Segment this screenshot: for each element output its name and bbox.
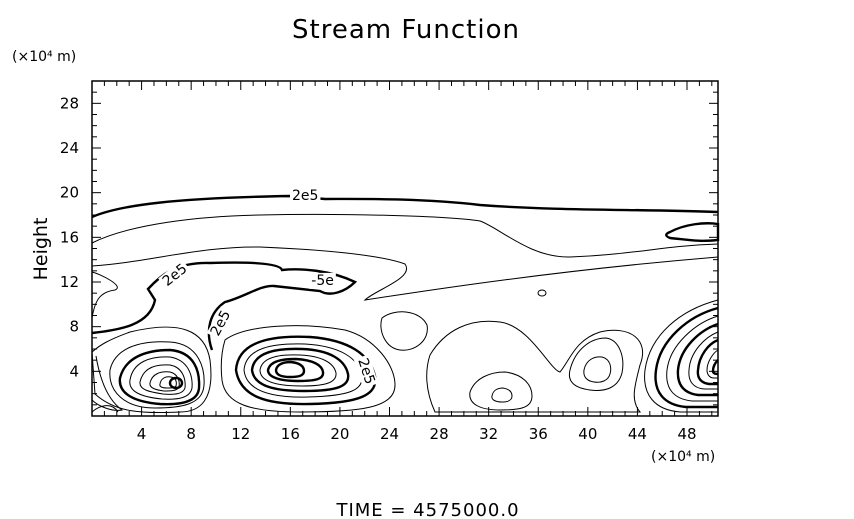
y-tick-label: 4: [69, 362, 79, 380]
contour-label-bg: [309, 272, 336, 289]
contour-upper-thin-1: [91, 213, 719, 258]
contour-label: 2e5: [354, 356, 377, 386]
contour-label-bg: [289, 188, 321, 205]
contour-bottom-left: [91, 405, 119, 413]
contour-center-cell-1: [234, 335, 377, 406]
contour-mid-bubble: [380, 311, 428, 351]
x-tick-label: 24: [380, 425, 399, 443]
x-tick-label: 36: [529, 425, 548, 443]
y-tick-label: 28: [60, 94, 79, 112]
contour-right-cell-4: [676, 322, 719, 397]
x-tick-label: 16: [281, 425, 300, 443]
contour-center-cell-outer: [220, 325, 396, 413]
x-tick-label: 8: [186, 425, 196, 443]
contour-right-cell-3: [666, 315, 719, 402]
contour-left-cell-outer: [91, 326, 212, 414]
contour-right-cell-7: [706, 349, 719, 379]
contour-2e5-upper-left: [91, 261, 358, 351]
contour-left-cell-3: [129, 356, 193, 400]
contour-left-cell-1: [109, 341, 205, 409]
contour-label: 2e5: [292, 188, 318, 204]
contour-small-cell: [537, 289, 547, 297]
time-label: TIME = 4575000.0: [335, 500, 519, 519]
contour-right-mid-inner: [583, 356, 612, 383]
x-tick-label: 40: [578, 425, 597, 443]
contour-label: -5e: [311, 273, 334, 289]
y-axis-label: Height: [30, 218, 52, 281]
contour-label-bg: [353, 354, 379, 389]
contour-center-cell-core: [274, 360, 306, 379]
x-tick-label: 4: [137, 425, 147, 443]
contour-left-edge: [91, 355, 124, 411]
x-tick-label: 44: [628, 425, 647, 443]
y-unit-label: (×10⁴ m): [12, 49, 76, 65]
contour-upper-right-cell: [665, 222, 720, 243]
contour-right-mid-outer: [568, 337, 624, 391]
y-tick-label: 24: [60, 139, 79, 157]
contour-center-cell-5: [266, 357, 325, 383]
contour-label-bg: [158, 259, 192, 291]
contour-left-cell-2: [118, 348, 201, 406]
x-axis: 4 8 12 16 20 24 28 32 36 40 44 48: [103, 81, 713, 443]
contour-right-cell-1: [644, 299, 719, 413]
contour-right-cell-2: [654, 306, 719, 409]
contour-bottom-cell-core: [491, 387, 513, 403]
y-tick-label: 12: [60, 273, 79, 291]
contour-upper-bold: [91, 194, 719, 219]
x-tick-label: 28: [430, 425, 449, 443]
contour-left-cell-6: [159, 376, 177, 389]
contour-left-cell-core: [168, 376, 184, 390]
contour-center-cell-4: [259, 354, 337, 387]
contour-label-bg: [206, 306, 236, 341]
contour-lines: [91, 194, 720, 414]
contour-left-cell-4: [139, 364, 186, 395]
contour-upper-thin-2: [91, 246, 719, 319]
y-tick-label: 20: [60, 184, 79, 202]
chart-title: Stream Function: [292, 15, 520, 45]
x-tick-label: 48: [677, 425, 696, 443]
x-tick-label: 32: [479, 425, 498, 443]
x-unit-label: (×10⁴ m): [651, 449, 715, 465]
y-tick-label: 8: [69, 318, 79, 336]
y-tick-label: 16: [60, 228, 79, 246]
x-tick-label: 20: [330, 425, 349, 443]
contour-bottom-cell-outer: [469, 371, 533, 411]
contour-right-cell-6: [696, 338, 719, 386]
contour-lower-wide: [426, 320, 644, 413]
contour-right-cell-5: [688, 331, 719, 390]
x-tick-label: 12: [231, 425, 250, 443]
y-axis: 4 8 12 16 20 24 28: [60, 91, 718, 406]
contour-center-cell-3: [250, 347, 350, 393]
